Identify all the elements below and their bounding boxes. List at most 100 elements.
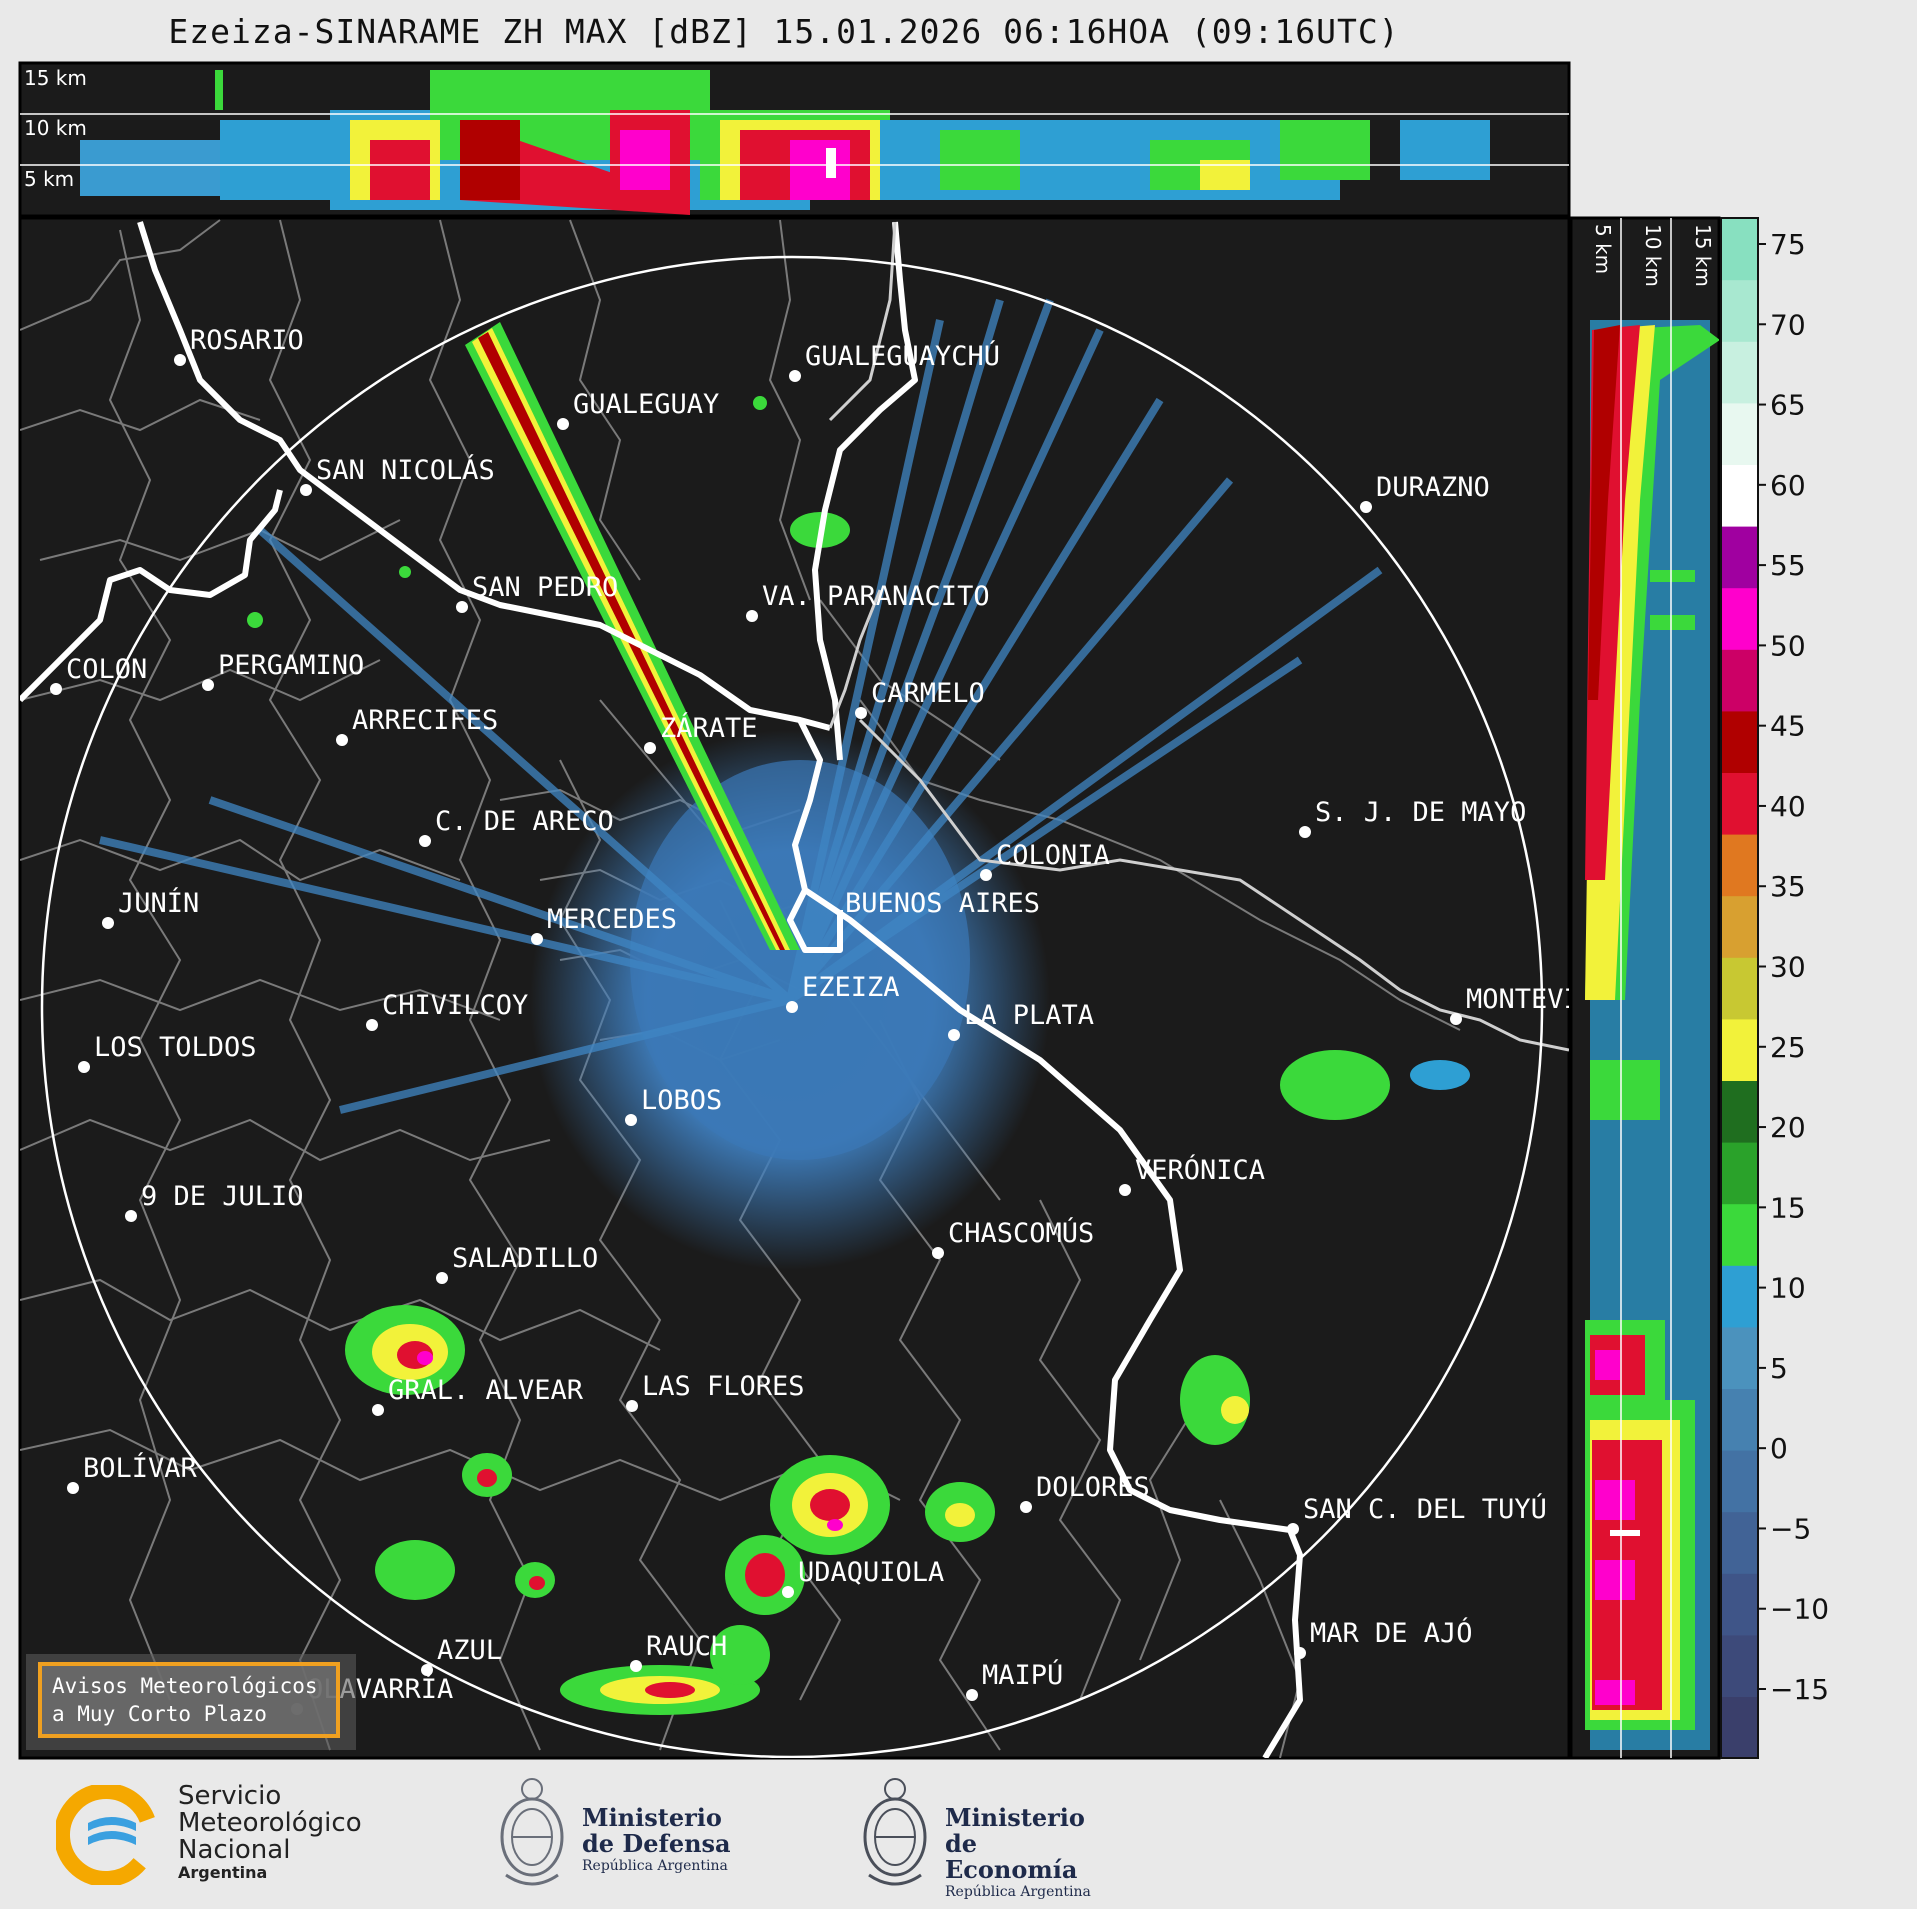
uruguay-coast [828, 221, 1569, 1052]
colorbar-swatch [1721, 1573, 1758, 1636]
city-label-san-nicolas: SAN NICOLÁS [316, 454, 495, 486]
city-label-montevideo: MONTEVIDEO [1466, 984, 1629, 1015]
city-label-gualeguaychu: GUALEGUAYCHÚ [805, 340, 1000, 372]
colorbar-swatch [1721, 957, 1758, 1020]
city-label-durazno: DURAZNO [1376, 472, 1490, 503]
economia-line-2: de Economía [945, 1829, 1078, 1884]
city-label-los-toldos: LOS TOLDOS [94, 1032, 257, 1063]
colorbar-swatch [1721, 1511, 1758, 1574]
city-label-lobos: LOBOS [641, 1085, 722, 1116]
colorbar-tick-label: 55 [1770, 549, 1806, 582]
city-label-mercedes: MERCEDES [547, 904, 677, 935]
colorbar-swatch [1721, 1142, 1758, 1205]
colorbar-tick-label: 0 [1770, 1432, 1788, 1465]
top-height-label-5: 5 km [24, 167, 74, 191]
city-label-udaquiola: UDAQUIOLA [798, 1557, 944, 1588]
colorbar-swatch [1721, 834, 1758, 897]
side-height-label-5: 5 km [1591, 224, 1615, 274]
colorbar-tick-label: −5 [1770, 1512, 1811, 1545]
colorbar-tick-label: 30 [1770, 951, 1806, 984]
city-label-dolores: DOLORES [1036, 1472, 1150, 1503]
city-label-9-de-julio: 9 DE JULIO [141, 1181, 304, 1212]
colorbar-tick-label: 5 [1770, 1352, 1788, 1385]
defensa-line-2: de Defensa [582, 1829, 731, 1858]
warning-line-1: Avisos Meteorológicos [52, 1674, 318, 1698]
range-ring [40, 255, 1544, 1758]
smn-line-3: Nacional [178, 1835, 291, 1865]
economia-logo: Ministerio de Economía República Argenti… [855, 1775, 1115, 1900]
defensa-line-1: Ministerio [582, 1803, 722, 1832]
colorbar-tick-label: 50 [1770, 629, 1806, 662]
colorbar-tick-label: 70 [1770, 308, 1806, 341]
colorbar-tick-label: −10 [1770, 1593, 1829, 1626]
top-height-panel: 15 km 10 km 5 km [18, 61, 1571, 218]
colorbar-tick-label: 60 [1770, 469, 1806, 502]
warning-box[interactable]: Avisos Meteorológicos a Muy Corto Plazo [38, 1662, 340, 1738]
city-label-c-de-areco: C. DE ARECO [435, 806, 614, 837]
city-label-las-flores: LAS FLORES [642, 1371, 805, 1402]
colorbar-swatch [1721, 1265, 1758, 1328]
city-label-veronica: VERÓNICA [1135, 1154, 1265, 1186]
city-label-saladillo: SALADILLO [452, 1243, 598, 1274]
city-label-colonia: COLONIA [996, 840, 1110, 871]
colorbar-swatch [1721, 895, 1758, 958]
city-labels: ROSARIO GUALEGUAYCHÚ GUALEGUAY SAN NICOL… [66, 325, 1629, 1705]
storm-cells [247, 396, 1470, 1715]
city-label-buenos-aires: BUENOS AIRES [845, 888, 1040, 919]
city-label-carmelo: CARMELO [871, 678, 985, 709]
city-label-pergamino: PERGAMINO [218, 650, 364, 681]
colorbar-tick-label: −15 [1770, 1673, 1829, 1706]
smn-line-4: Argentina [178, 1863, 268, 1882]
city-label-sj-de-mayo: S. J. DE MAYO [1315, 797, 1526, 828]
colorbar-tick-label: 25 [1770, 1031, 1806, 1064]
colorbar-swatches [1721, 218, 1758, 1759]
city-label-rosario: ROSARIO [190, 325, 304, 356]
colorbar-swatch [1721, 772, 1758, 835]
coat-of-arms-icon [863, 1778, 927, 1886]
economia-line-1: Ministerio [945, 1803, 1085, 1832]
top-height-label-15: 15 km [24, 66, 87, 90]
colorbar-tick-label: 20 [1770, 1111, 1806, 1144]
city-label-rauch: RAUCH [646, 1631, 727, 1662]
colorbar-swatch [1721, 649, 1758, 712]
city-label-junin: JUNÍN [118, 887, 199, 919]
city-label-chivilcoy: CHIVILCOY [382, 990, 528, 1021]
colorbar-tick-label: 35 [1770, 870, 1806, 903]
city-label-chascomus: CHASCOMÚS [948, 1217, 1094, 1249]
colorbar-swatch [1721, 1634, 1758, 1697]
smn-logo: Servicio Meteorológico Nacional Argentin… [56, 1783, 386, 1888]
coastline [20, 221, 1303, 1758]
colorbar-swatch [1721, 341, 1758, 404]
city-label-ezeiza: EZEIZA [802, 972, 900, 1003]
smn-line-1: Servicio [178, 1781, 282, 1811]
coat-of-arms-icon [500, 1778, 564, 1886]
colorbar-swatch [1721, 1696, 1758, 1759]
colorbar-swatch [1721, 526, 1758, 589]
colorbar-swatch [1721, 1326, 1758, 1389]
colorbar-swatch [1721, 279, 1758, 342]
colorbar-tick-label: 45 [1770, 710, 1806, 743]
city-markers [50, 354, 1462, 1715]
city-label-va-paranacito: VA. PARANACITO [762, 581, 990, 612]
colorbar-swatch [1721, 218, 1758, 281]
city-label-bolivar: BOLÍVAR [83, 1452, 198, 1484]
colorbar-swatch [1721, 1018, 1758, 1081]
city-label-zarate: ZÁRATE [660, 712, 758, 744]
city-label-la-plata: LA PLATA [964, 1000, 1094, 1031]
side-height-panel: 5 km 10 km 15 km [1569, 216, 1721, 1760]
colorbar-swatch [1721, 464, 1758, 527]
smn-logo-icon [56, 1785, 158, 1885]
economia-line-3: República Argentina [945, 1884, 1091, 1900]
city-label-gral-alvear: GRAL. ALVEAR [388, 1375, 584, 1406]
colorbar-swatch [1721, 587, 1758, 650]
colorbar-swatch [1721, 1388, 1758, 1451]
top-height-label-10: 10 km [24, 116, 87, 140]
city-label-maipu: MAIPÚ [982, 1659, 1063, 1691]
top-panel-echoes [80, 70, 1490, 215]
defensa-logo: Ministerio de Defensa República Argentin… [492, 1775, 752, 1895]
colorbar-tick-label: 40 [1770, 790, 1806, 823]
smn-line-2: Meteorológico [178, 1808, 362, 1838]
colorbar-swatch [1721, 402, 1758, 465]
